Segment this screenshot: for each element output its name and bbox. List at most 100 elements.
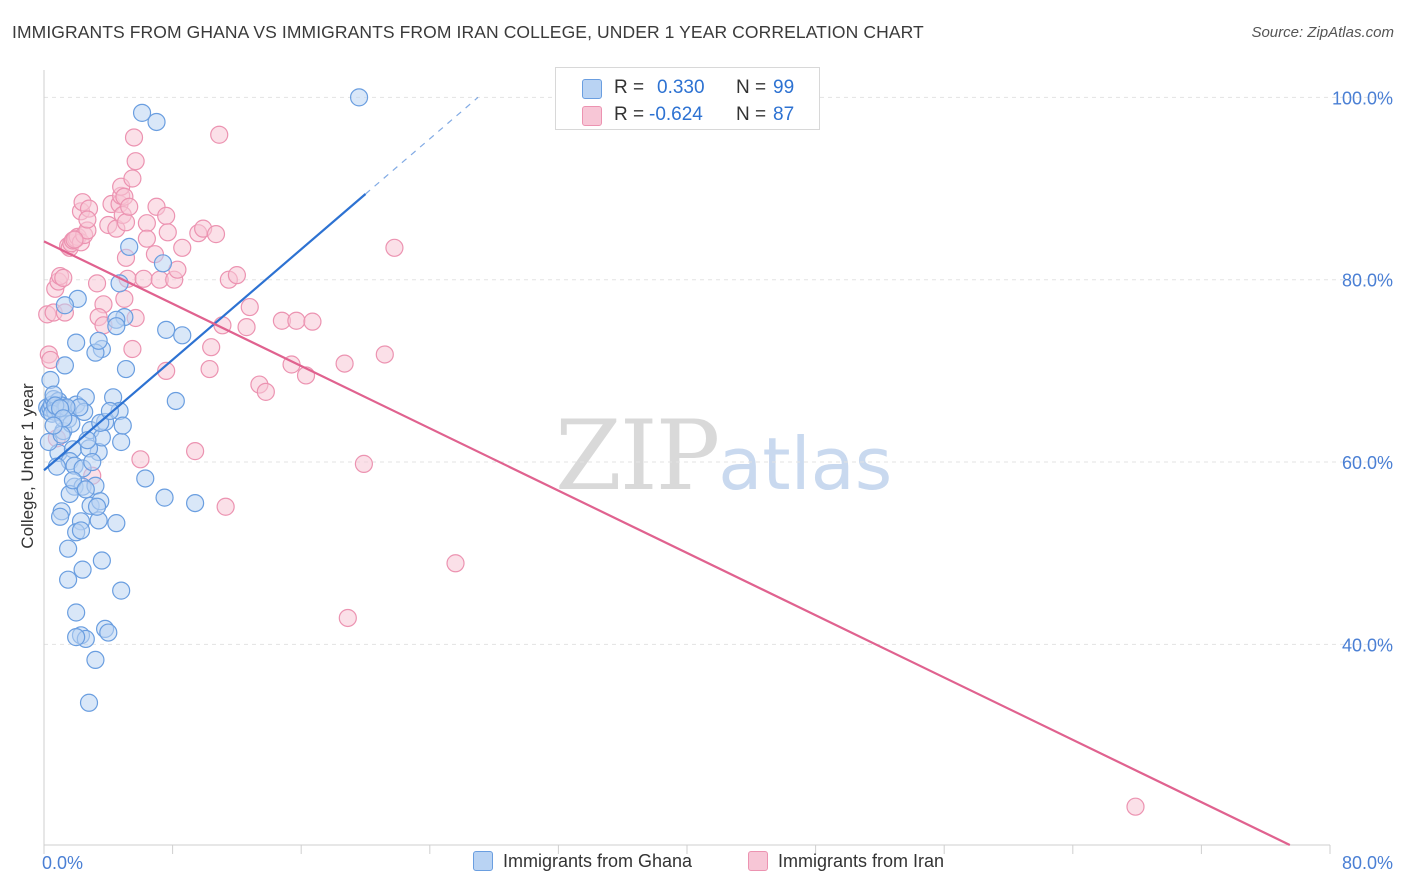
ghana-point: [59, 570, 78, 589]
legend-n-value-ghana: 99: [773, 77, 795, 98]
iran-trend-line: [43, 240, 1291, 846]
gridlines: [44, 96, 1392, 645]
ghana-point: [55, 296, 74, 315]
iran-point: [240, 297, 259, 317]
ghana-point: [132, 103, 152, 122]
iran-point: [256, 382, 275, 401]
bottom-legend-label-ghana: Immigrants from Ghana: [503, 851, 693, 871]
iran-point: [157, 206, 176, 225]
ghana-point: [349, 88, 369, 107]
iran-point: [287, 311, 306, 330]
ghana-point: [112, 581, 131, 600]
ghana-point: [173, 326, 192, 345]
watermark-atlas: atlas: [718, 422, 893, 506]
y-axis-title: College, Under 1 year: [18, 383, 37, 549]
ghana-point: [153, 254, 173, 273]
legend-r-value-ghana: 0.330: [657, 77, 705, 98]
ghana-point: [67, 603, 86, 622]
y-tick-label: 100.0%: [1332, 88, 1393, 108]
source-credit: Source: ZipAtlas.com: [1251, 24, 1394, 41]
iran-point: [200, 359, 219, 379]
ghana-point: [107, 317, 126, 336]
iran-point: [65, 230, 84, 249]
iran-point: [116, 213, 136, 232]
correlation-legend: R = 0.330 N = 99 R = -0.624 N = 87: [555, 67, 820, 130]
ghana-point: [73, 560, 92, 579]
ghana-point: [99, 623, 118, 642]
ghana-point: [86, 650, 105, 670]
ghana-point: [76, 480, 95, 499]
iran-point: [202, 338, 221, 357]
ghana-point: [166, 391, 185, 411]
bottom-legend-label-iran: Immigrants from Iran: [778, 851, 945, 871]
legend-swatch-ghana: [582, 79, 602, 99]
ghana-point: [71, 521, 91, 540]
ghana-point: [67, 628, 86, 647]
ghana-trend-extension: [365, 96, 479, 195]
iran-point: [186, 442, 205, 461]
legend-n-value-iran: 87: [773, 104, 795, 125]
ghana-point: [89, 331, 108, 350]
bottom-legend-swatch-iran: [748, 851, 768, 871]
bottom-legend-ghana: Immigrants from Ghana: [473, 851, 692, 872]
ghana-point: [157, 320, 176, 339]
legend-row-ghana: R = 0.330 N = 99: [556, 73, 819, 103]
iran-point: [446, 554, 465, 573]
ghana-point: [113, 416, 132, 435]
iran-point: [385, 238, 404, 257]
legend-r-label: R =: [614, 104, 645, 125]
axis-labels: 40.0% 60.0% 80.0% 100.0% 0.0% 80.0% College, U…: [18, 88, 1393, 873]
iran-point: [157, 361, 176, 380]
iran-point: [115, 289, 134, 308]
iran-point: [216, 497, 235, 516]
ghana-point: [92, 551, 111, 570]
iran-point: [335, 354, 354, 373]
iran-point: [78, 210, 97, 229]
y-tick-label: 80.0%: [1342, 271, 1393, 291]
ghana-point: [186, 493, 205, 513]
x-tick-label-max: 80.0%: [1342, 853, 1393, 873]
ghana-point: [107, 514, 126, 533]
ghana-points: [38, 88, 369, 712]
iran-point: [303, 312, 322, 331]
chart-title: IMMIGRANTS FROM GHANA VS IMMIGRANTS FROM…: [12, 22, 924, 42]
legend-n-label: N =: [736, 77, 767, 98]
ghana-point: [47, 457, 66, 476]
legend-r-label: R =: [614, 77, 645, 98]
iran-point: [126, 152, 145, 171]
ghana-point: [44, 416, 63, 435]
ghana-point: [136, 469, 155, 488]
ghana-point: [112, 432, 131, 452]
iran-point: [173, 238, 192, 257]
legend-swatch-iran: [582, 106, 602, 126]
x-tick-label-min: 0.0%: [42, 853, 83, 873]
watermark-zip: ZIP: [555, 400, 720, 512]
watermark: ZIPatlas: [555, 400, 892, 512]
ghana-point: [50, 507, 70, 526]
iran-point: [375, 345, 394, 364]
legend-r-value-iran: -0.624: [649, 104, 703, 125]
iran-points: [38, 125, 1145, 816]
bottom-legend-swatch-ghana: [473, 851, 493, 871]
legend-n-label: N =: [736, 104, 767, 125]
ghana-trend-line: [43, 193, 367, 472]
iran-point: [227, 266, 246, 285]
iran-point: [354, 454, 373, 473]
iran-point: [137, 229, 156, 248]
ghana-point: [55, 356, 74, 375]
iran-point: [131, 450, 150, 469]
iran-point: [158, 223, 177, 242]
iran-point: [338, 608, 357, 628]
ghana-point: [63, 471, 83, 490]
ghana-point: [120, 237, 139, 256]
ghana-point: [155, 488, 174, 507]
iran-point: [237, 318, 256, 337]
ghana-point: [83, 452, 102, 472]
axes: [43, 70, 1331, 854]
ghana-point: [79, 693, 99, 712]
iran-point: [120, 197, 139, 216]
ghana-point: [116, 359, 136, 379]
iran-point: [123, 169, 142, 188]
iran-point: [87, 274, 107, 293]
